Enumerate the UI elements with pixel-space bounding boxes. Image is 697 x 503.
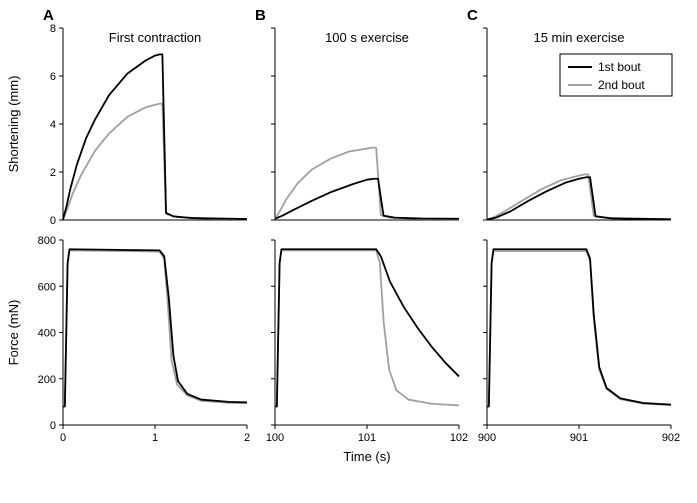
series-line: [275, 148, 459, 220]
y-axis-label: Shortening (mm): [6, 76, 21, 173]
series-line: [275, 250, 459, 406]
series-line: [275, 249, 459, 406]
legend-label: 2nd bout: [598, 78, 645, 92]
ytick-label: 8: [50, 23, 56, 35]
ytick-label: 4: [50, 119, 56, 131]
panel-title: 15 min exercise: [533, 30, 624, 45]
xtick-label: 102: [450, 432, 468, 444]
y-axis-label: Force (mN): [6, 300, 21, 366]
xtick-label: 2: [244, 432, 250, 444]
panel-title: First contraction: [109, 30, 201, 45]
ytick-label: 0: [50, 215, 56, 227]
figure-svg: 0 2 4 6 8 0 200 400 600 800 0 1 2 A First contraction 1…: [0, 0, 697, 503]
series-line: [487, 174, 671, 219]
xtick-label: 900: [478, 432, 496, 444]
ytick-label: 800: [38, 235, 56, 247]
ytick-label: 0: [50, 420, 56, 432]
ytick-label: 200: [38, 374, 56, 386]
panel-title: 100 s exercise: [325, 30, 409, 45]
xtick-label: 901: [570, 432, 588, 444]
xtick-label: 0: [60, 432, 66, 444]
series-line: [63, 104, 247, 220]
ytick-label: 600: [38, 281, 56, 293]
ytick-label: 6: [50, 71, 56, 83]
xtick-label: 100: [266, 432, 284, 444]
panel-letter: C: [467, 7, 478, 24]
ytick-label: 2: [50, 167, 56, 179]
panel-letter: A: [43, 7, 54, 24]
x-axis-label: Time (s): [343, 449, 390, 464]
xtick-label: 101: [358, 432, 376, 444]
series-line: [63, 249, 247, 406]
legend-label: 1st bout: [598, 60, 641, 74]
xtick-label: 902: [662, 432, 680, 444]
ytick-label: 400: [38, 328, 56, 340]
series-line: [63, 54, 247, 219]
xtick-label: 1: [152, 432, 158, 444]
figure-container: 0 2 4 6 8 0 200 400 600 800 0 1 2 A First contraction 1…: [0, 0, 697, 503]
series-line: [63, 250, 247, 406]
panel-letter: B: [255, 7, 266, 24]
series-line: [487, 177, 671, 219]
series-line: [275, 179, 459, 219]
series-line: [487, 251, 671, 406]
series-line: [487, 249, 671, 406]
